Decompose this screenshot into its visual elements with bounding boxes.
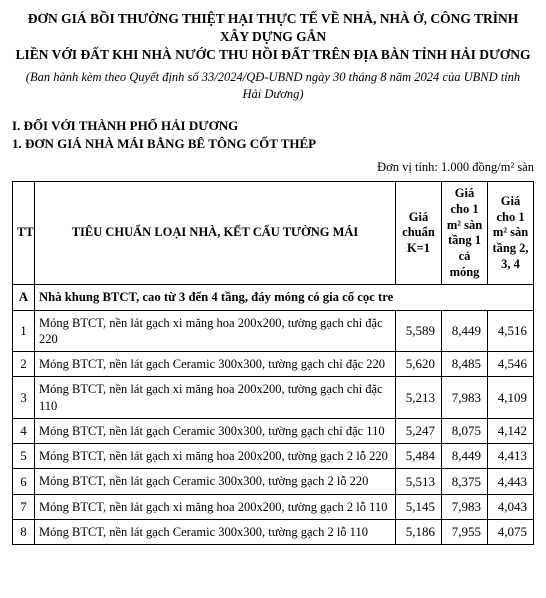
cell-k1: 5,513 bbox=[396, 469, 442, 494]
col-t1: Giá cho 1 m² sàn tầng 1 cả móng bbox=[442, 182, 488, 285]
table-row: 5 Móng BTCT, nền lát gạch xi măng hoa 20… bbox=[13, 444, 534, 469]
cell-desc: Móng BTCT, nền lát gạch Ceramic 300x300,… bbox=[35, 418, 396, 443]
cell-t1: 8,375 bbox=[442, 469, 488, 494]
col-k1: Giá chuẩn K=1 bbox=[396, 182, 442, 285]
cell-desc: Móng BTCT, nền lát gạch Ceramic 300x300,… bbox=[35, 469, 396, 494]
group-label: Nhà khung BTCT, cao từ 3 đến 4 tầng, đáy… bbox=[35, 285, 534, 311]
title-line-2: LIỀN VỚI ĐẤT KHI NHÀ NƯỚC THU HỒI ĐẤT TR… bbox=[15, 47, 530, 62]
cell-tt: 6 bbox=[13, 469, 35, 494]
cell-k1: 5,589 bbox=[396, 310, 442, 352]
cell-t234: 4,546 bbox=[488, 352, 534, 377]
cell-t234: 4,043 bbox=[488, 494, 534, 519]
table-row: 4 Móng BTCT, nền lát gạch Ceramic 300x30… bbox=[13, 418, 534, 443]
table-row: 3 Móng BTCT, nền lát gạch xi măng hoa 20… bbox=[13, 377, 534, 419]
cell-tt: 3 bbox=[13, 377, 35, 419]
cell-desc: Móng BTCT, nền lát gạch xi măng hoa 200x… bbox=[35, 310, 396, 352]
table-row: 6 Móng BTCT, nền lát gạch Ceramic 300x30… bbox=[13, 469, 534, 494]
cell-t1: 7,983 bbox=[442, 494, 488, 519]
cell-tt: 4 bbox=[13, 418, 35, 443]
doc-title: ĐƠN GIÁ BỒI THƯỜNG THIỆT HẠI THỰC TẾ VỀ … bbox=[12, 10, 534, 65]
price-table: TT TIÊU CHUẨN LOẠI NHÀ, KẾT CẤU TƯỜNG MÁ… bbox=[12, 181, 534, 545]
table-row: 2 Móng BTCT, nền lát gạch Ceramic 300x30… bbox=[13, 352, 534, 377]
cell-k1: 5,620 bbox=[396, 352, 442, 377]
cell-t234: 4,413 bbox=[488, 444, 534, 469]
cell-tt: 8 bbox=[13, 519, 35, 544]
col-t234: Giá cho 1 m² sàn tầng 2, 3, 4 bbox=[488, 182, 534, 285]
cell-k1: 5,145 bbox=[396, 494, 442, 519]
subtitle-line-1: (Ban hành kèm theo Quyết định số 33/2024… bbox=[26, 70, 520, 84]
cell-desc: Móng BTCT, nền lát gạch xi măng hoa 200x… bbox=[35, 494, 396, 519]
title-line-1: ĐƠN GIÁ BỒI THƯỜNG THIỆT HẠI THỰC TẾ VỀ … bbox=[28, 11, 518, 44]
unit-label: Đơn vị tính: 1.000 đồng/m² sàn bbox=[12, 160, 534, 175]
cell-desc: Móng BTCT, nền lát gạch Ceramic 300x300,… bbox=[35, 352, 396, 377]
cell-tt: 1 bbox=[13, 310, 35, 352]
cell-t1: 8,485 bbox=[442, 352, 488, 377]
cell-t1: 8,075 bbox=[442, 418, 488, 443]
col-desc: TIÊU CHUẨN LOẠI NHÀ, KẾT CẤU TƯỜNG MÁI bbox=[35, 182, 396, 285]
group-row: A Nhà khung BTCT, cao từ 3 đến 4 tầng, đ… bbox=[13, 285, 534, 311]
cell-t1: 8,449 bbox=[442, 310, 488, 352]
cell-t1: 7,955 bbox=[442, 519, 488, 544]
cell-t234: 4,142 bbox=[488, 418, 534, 443]
cell-k1: 5,186 bbox=[396, 519, 442, 544]
table-header-row: TT TIÊU CHUẨN LOẠI NHÀ, KẾT CẤU TƯỜNG MÁ… bbox=[13, 182, 534, 285]
cell-t234: 4,075 bbox=[488, 519, 534, 544]
cell-t234: 4,443 bbox=[488, 469, 534, 494]
cell-t234: 4,109 bbox=[488, 377, 534, 419]
subtitle-line-2: Hải Dương) bbox=[242, 87, 303, 101]
table-row: 8 Móng BTCT, nền lát gạch Ceramic 300x30… bbox=[13, 519, 534, 544]
cell-desc: Móng BTCT, nền lát gạch xi măng hoa 200x… bbox=[35, 444, 396, 469]
section-heading-1: I. ĐỐI VỚI THÀNH PHỐ HẢI DƯƠNG bbox=[12, 118, 534, 134]
cell-k1: 5,247 bbox=[396, 418, 442, 443]
cell-t234: 4,516 bbox=[488, 310, 534, 352]
cell-k1: 5,484 bbox=[396, 444, 442, 469]
table-row: 7 Móng BTCT, nền lát gạch xi măng hoa 20… bbox=[13, 494, 534, 519]
cell-desc: Móng BTCT, nền lát gạch xi măng hoa 200x… bbox=[35, 377, 396, 419]
cell-tt: 7 bbox=[13, 494, 35, 519]
cell-desc: Móng BTCT, nền lát gạch Ceramic 300x300,… bbox=[35, 519, 396, 544]
col-tt: TT bbox=[13, 182, 35, 285]
table-row: 1 Móng BTCT, nền lát gạch xi măng hoa 20… bbox=[13, 310, 534, 352]
cell-k1: 5,213 bbox=[396, 377, 442, 419]
section-heading-1-1: 1. ĐƠN GIÁ NHÀ MÁI BẰNG BÊ TÔNG CỐT THÉP bbox=[12, 136, 534, 152]
group-id: A bbox=[13, 285, 35, 311]
cell-t1: 8,449 bbox=[442, 444, 488, 469]
doc-subtitle: (Ban hành kèm theo Quyết định số 33/2024… bbox=[12, 69, 534, 103]
cell-tt: 2 bbox=[13, 352, 35, 377]
cell-t1: 7,983 bbox=[442, 377, 488, 419]
cell-tt: 5 bbox=[13, 444, 35, 469]
